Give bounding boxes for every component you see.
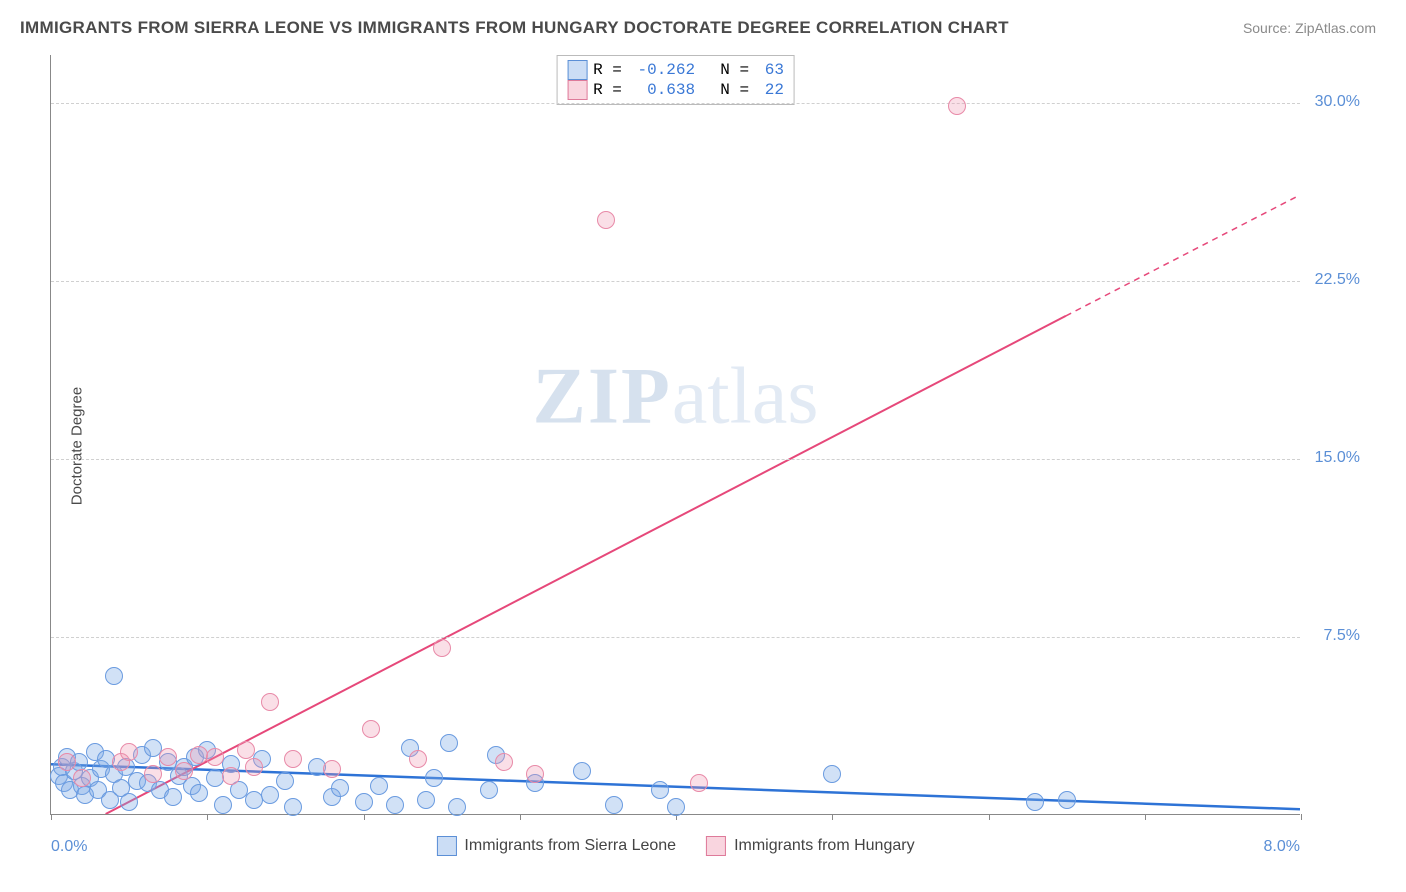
legend-label-hungary: Immigrants from Hungary <box>734 837 915 855</box>
data-point-hungary <box>237 741 255 759</box>
x-tick <box>989 814 990 820</box>
data-point-sierra_leone <box>276 772 294 790</box>
legend-item-sierra-leone: Immigrants from Sierra Leone <box>436 836 676 856</box>
data-point-sierra_leone <box>1026 793 1044 811</box>
data-point-hungary <box>73 769 91 787</box>
data-point-sierra_leone <box>651 781 669 799</box>
stats-legend-row: R = -0.262 N = 63 <box>567 60 784 80</box>
gridline <box>51 103 1300 104</box>
data-point-sierra_leone <box>417 791 435 809</box>
swatch-pink <box>706 836 726 856</box>
data-point-hungary <box>526 765 544 783</box>
data-point-hungary <box>323 760 341 778</box>
data-point-sierra_leone <box>386 796 404 814</box>
gridline <box>51 459 1300 460</box>
data-point-sierra_leone <box>284 798 302 816</box>
gridline <box>51 637 1300 638</box>
x-tick <box>207 814 208 820</box>
data-point-hungary <box>245 758 263 776</box>
data-point-hungary <box>261 693 279 711</box>
data-point-hungary <box>597 211 615 229</box>
data-point-hungary <box>433 639 451 657</box>
trend-lines <box>51 55 1300 814</box>
source-label: Source: ZipAtlas.com <box>1243 20 1376 36</box>
data-point-hungary <box>206 748 224 766</box>
data-point-sierra_leone <box>261 786 279 804</box>
data-point-sierra_leone <box>355 793 373 811</box>
data-point-sierra_leone <box>190 784 208 802</box>
stats-legend-row: R = 0.638 N = 22 <box>567 80 784 100</box>
x-tick <box>1145 814 1146 820</box>
data-point-sierra_leone <box>370 777 388 795</box>
x-tick <box>1301 814 1302 820</box>
x-min-label: 0.0% <box>51 838 87 856</box>
x-tick <box>832 814 833 820</box>
watermark: ZIPatlas <box>533 351 819 442</box>
swatch-pink <box>567 80 587 100</box>
data-point-sierra_leone <box>667 798 685 816</box>
data-point-sierra_leone <box>105 667 123 685</box>
data-point-sierra_leone <box>573 762 591 780</box>
y-tick-label: 7.5% <box>1324 627 1360 645</box>
data-point-sierra_leone <box>605 796 623 814</box>
data-point-hungary <box>690 774 708 792</box>
data-point-sierra_leone <box>440 734 458 752</box>
data-point-hungary <box>222 767 240 785</box>
data-point-sierra_leone <box>448 798 466 816</box>
legend-item-hungary: Immigrants from Hungary <box>706 836 915 856</box>
data-point-sierra_leone <box>120 793 138 811</box>
data-point-hungary <box>409 750 427 768</box>
y-tick-label: 30.0% <box>1315 93 1360 111</box>
y-tick-label: 22.5% <box>1315 271 1360 289</box>
plot-area: ZIPatlas R = -0.262 N = 63R = 0.638 N = … <box>50 55 1300 815</box>
data-point-hungary <box>120 743 138 761</box>
data-point-sierra_leone <box>1058 791 1076 809</box>
gridline <box>51 281 1300 282</box>
stats-legend: R = -0.262 N = 63R = 0.638 N = 22 <box>556 55 795 105</box>
data-point-sierra_leone <box>823 765 841 783</box>
data-point-sierra_leone <box>331 779 349 797</box>
data-point-hungary <box>948 97 966 115</box>
x-max-label: 8.0% <box>1264 838 1300 856</box>
data-point-hungary <box>175 762 193 780</box>
data-point-hungary <box>144 765 162 783</box>
x-tick <box>364 814 365 820</box>
legend-label-sierra-leone: Immigrants from Sierra Leone <box>464 837 676 855</box>
x-tick <box>51 814 52 820</box>
x-tick <box>520 814 521 820</box>
watermark-bold: ZIP <box>533 352 672 440</box>
data-point-hungary <box>495 753 513 771</box>
data-point-hungary <box>58 753 76 771</box>
data-point-sierra_leone <box>214 796 232 814</box>
y-tick-label: 15.0% <box>1315 449 1360 467</box>
data-point-sierra_leone <box>480 781 498 799</box>
watermark-rest: atlas <box>672 352 819 440</box>
data-point-sierra_leone <box>164 788 182 806</box>
swatch-blue <box>567 60 587 80</box>
data-point-hungary <box>362 720 380 738</box>
chart-title: IMMIGRANTS FROM SIERRA LEONE VS IMMIGRAN… <box>20 18 1009 38</box>
data-point-sierra_leone <box>425 769 443 787</box>
swatch-blue <box>436 836 456 856</box>
series-legend: Immigrants from Sierra Leone Immigrants … <box>436 836 914 856</box>
data-point-hungary <box>284 750 302 768</box>
data-point-hungary <box>159 748 177 766</box>
